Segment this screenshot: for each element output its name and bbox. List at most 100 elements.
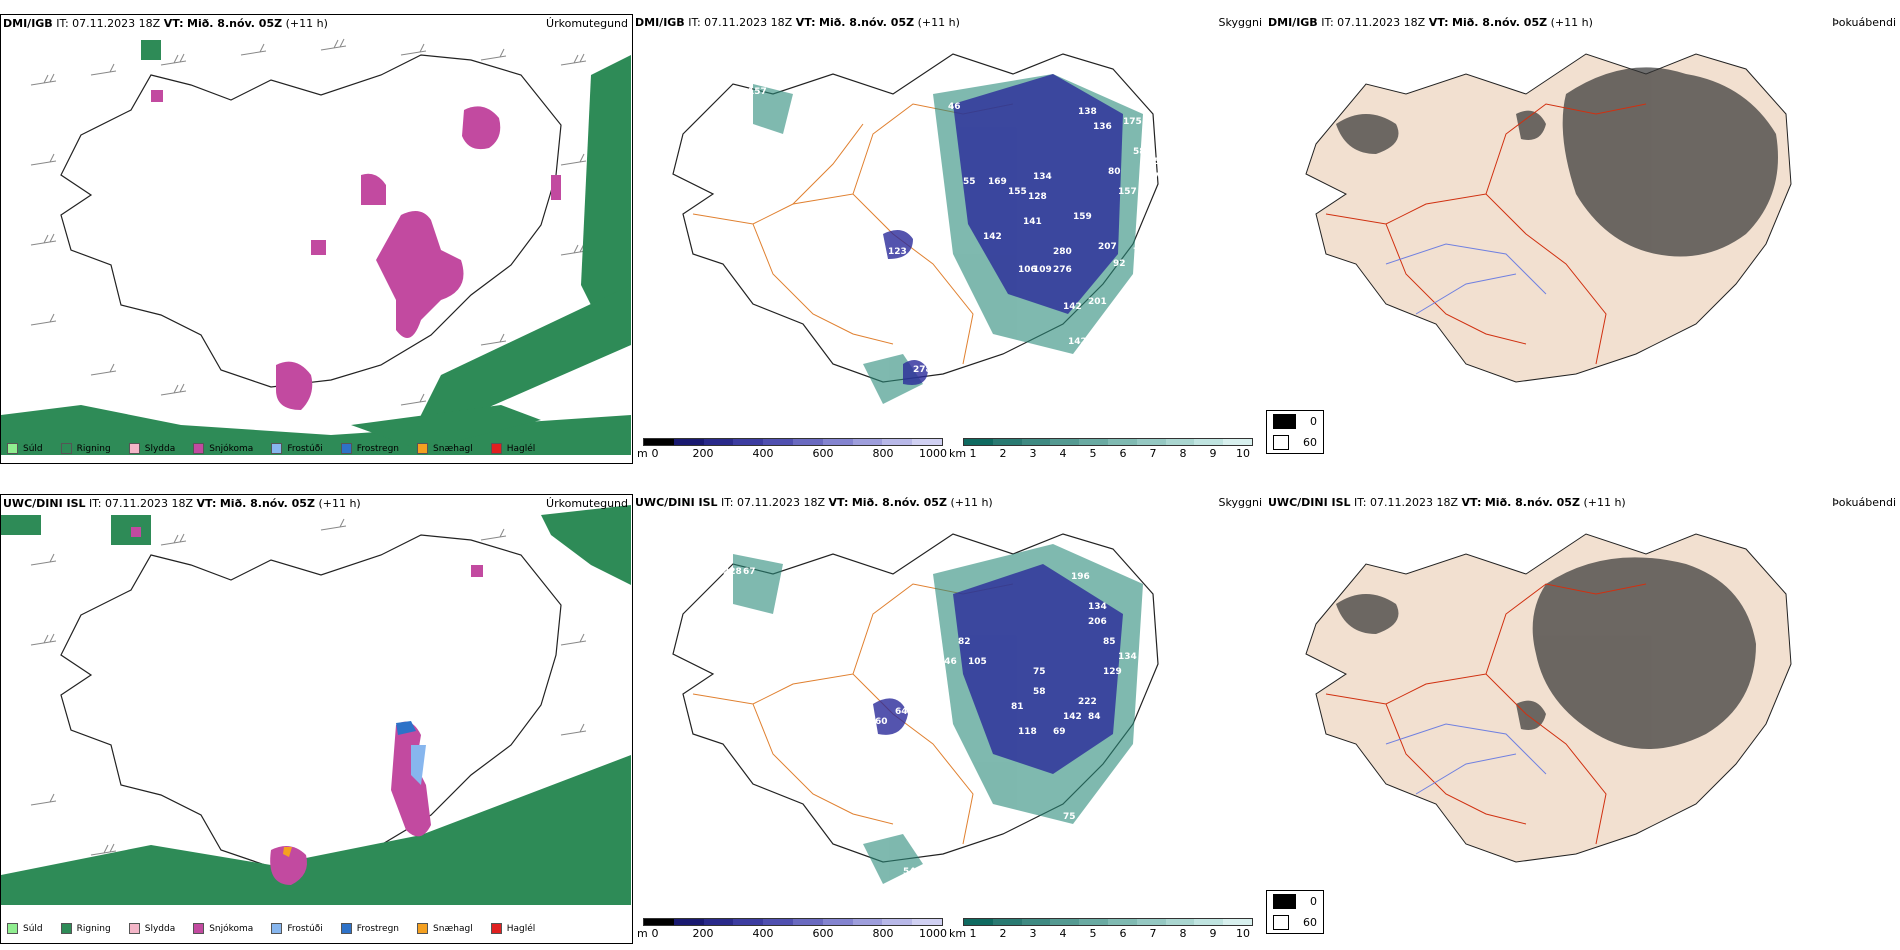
- value-label: 175: [1123, 117, 1142, 127]
- legend-item-snow-pellets: Snæhagl: [417, 923, 473, 934]
- map-header: DMI/IGB IT: 07.11.2023 18Z VT: Mið. 8.nó…: [1268, 16, 1593, 29]
- colorbar-tick: 0: [651, 447, 659, 460]
- colorbar-unit: m: [637, 927, 648, 940]
- panel-title: Skyggni: [1218, 496, 1262, 509]
- colorbar-tick: 0: [651, 927, 659, 940]
- value-label: 206: [1088, 617, 1107, 627]
- colorbar-tick: 10: [1236, 927, 1250, 940]
- rain-areas: [1, 40, 631, 455]
- map-canvas: 60 64 54 82 105 196 134 206 85 134 129 7…: [672, 533, 1159, 884]
- panel-title: Þokuábendi: [1832, 496, 1896, 509]
- value-label: 280: [1053, 247, 1072, 257]
- value-label: 134: [1118, 652, 1137, 662]
- colorbar-tick: 400: [752, 927, 774, 940]
- value-label: 84: [1088, 712, 1101, 722]
- value-label: 138: [1078, 107, 1097, 117]
- colorbar-tick: 600: [812, 447, 834, 460]
- value-label: 134: [1033, 172, 1052, 182]
- value-label: 141: [1023, 217, 1042, 227]
- colorbar-strip: [643, 918, 943, 926]
- fog-legend-item: 60: [1267, 432, 1323, 453]
- value-label: 85: [1148, 157, 1161, 167]
- value-label: 67: [743, 567, 756, 577]
- colorbar-tick: 9: [1209, 447, 1217, 460]
- map-header: DMI/IGB IT: 07.11.2023 18Z VT: Mið. 8.nó…: [635, 16, 960, 29]
- value-label: 60: [875, 717, 888, 727]
- value-label: 196: [1071, 572, 1090, 582]
- value-label: 128: [1178, 185, 1197, 195]
- map-header: UWC/DINI ISL IT: 07.11.2023 18Z VT: Mið.…: [635, 496, 993, 509]
- legend-item-freezing-drizzle: Frostúði: [271, 443, 323, 454]
- snow-pellets-areas: [283, 847, 292, 857]
- value-label: 276: [1053, 265, 1072, 275]
- value-label: 123: [888, 247, 907, 257]
- value-label: 75: [1033, 667, 1046, 677]
- wind-barbs: [30, 38, 587, 406]
- value-label: 129: [1103, 667, 1122, 677]
- value-label: 78: [1133, 247, 1146, 257]
- colorbar-tick: 200: [692, 447, 714, 460]
- cloud-base-labels: 60 64 54 82 105 196 134 206 85 134 129 7…: [708, 567, 1137, 877]
- cloud-base-areas: [883, 74, 1123, 385]
- legend-item-freezing-rain: Frostregn: [340, 923, 399, 934]
- colorbar-strip: [643, 438, 943, 446]
- colorbar-tick: 800: [872, 447, 894, 460]
- snow-areas: [151, 90, 561, 410]
- legend-item-drizzle: Súld: [7, 443, 43, 454]
- value-label: 134: [1088, 602, 1107, 612]
- colorbar-tick: 5: [1089, 447, 1097, 460]
- colorbar-tick: 6: [1119, 447, 1127, 460]
- freezing-drizzle-areas: [411, 745, 426, 785]
- value-label: 108: [708, 602, 727, 612]
- legend-item-snow: Snjókoma: [193, 923, 253, 934]
- fog-areas: [1336, 557, 1756, 749]
- value-label: 142: [983, 232, 1002, 242]
- visibility-colorbar: km 1 2 3 4 5 6 7 8 9 10: [949, 438, 1253, 460]
- value-label: 201: [1088, 297, 1107, 307]
- map-header: UWC/DINI ISL IT: 07.11.2023 18Z VT: Mið.…: [3, 497, 361, 510]
- legend-item-drizzle: Súld: [7, 923, 43, 934]
- cloud-base-colorbar: m 0 200 400 600 800 1000: [637, 918, 947, 940]
- legend-item-sleet: Slydda: [128, 923, 175, 934]
- precip-legend: Súld Rigning Slydda Snjókoma Frostúði Fr…: [7, 923, 535, 934]
- colorbar-tick: 600: [812, 927, 834, 940]
- cloud-base-map-bottom: 60 64 54 82 105 196 134 206 85 134 129 7…: [633, 494, 1266, 944]
- map-canvas: [1305, 533, 1792, 863]
- value-label: 207: [1098, 242, 1117, 252]
- colorbar-tick: 7: [1149, 447, 1157, 460]
- snow-areas: [131, 527, 483, 885]
- freezing-rain-areas: [396, 721, 416, 735]
- precip-type-map-top: DMI/IGB IT: 07.11.2023 18Z VT: Mið. 8.nó…: [0, 14, 633, 464]
- panel-title: Úrkomutegund: [546, 497, 628, 510]
- colorbar-tick: 3: [1029, 447, 1037, 460]
- value-label: 75: [1063, 812, 1076, 822]
- fog-legend-item: 60: [1267, 912, 1323, 933]
- colorbar-tick: 1: [969, 927, 977, 940]
- value-label: 58: [1033, 687, 1046, 697]
- value-label: 80: [1108, 167, 1121, 177]
- fog-legend-item: 0: [1267, 411, 1323, 432]
- fog-areas: [1336, 67, 1778, 257]
- panel-title: Úrkomutegund: [546, 17, 628, 30]
- cloud-base-map-top: 123 278 74 46 138 136 175 85 77 80 157 5…: [633, 14, 1266, 464]
- value-label: 278: [913, 365, 932, 375]
- legend-item-hail: Haglél: [490, 923, 535, 934]
- value-label: 109: [1033, 265, 1052, 275]
- legend-item-freezing-drizzle: Frostúði: [271, 923, 323, 934]
- value-label: 118: [1018, 727, 1037, 737]
- wind-barbs: [30, 518, 587, 856]
- value-label: 146: [938, 657, 957, 667]
- legend-item-snow-pellets: Snæhagl: [417, 443, 473, 454]
- colorbar-strip: [963, 438, 1253, 446]
- fog-legend-top: 0 60: [1266, 410, 1324, 454]
- value-label: 228: [723, 567, 742, 577]
- value-label: 142: [1063, 712, 1082, 722]
- map-header: UWC/DINI ISL IT: 07.11.2023 18Z VT: Mið.…: [1268, 496, 1626, 509]
- value-label: 113: [1178, 157, 1197, 167]
- road-network: [1325, 103, 1647, 365]
- fog-index-map-bottom: UWC/DINI ISL IT: 07.11.2023 18Z VT: Mið.…: [1266, 494, 1900, 944]
- value-label: 77: [1153, 172, 1166, 182]
- map-header: DMI/IGB IT: 07.11.2023 18Z VT: Mið. 8.nó…: [3, 17, 328, 30]
- value-label: 159: [1073, 212, 1092, 222]
- colorbar-tick: 5: [1089, 927, 1097, 940]
